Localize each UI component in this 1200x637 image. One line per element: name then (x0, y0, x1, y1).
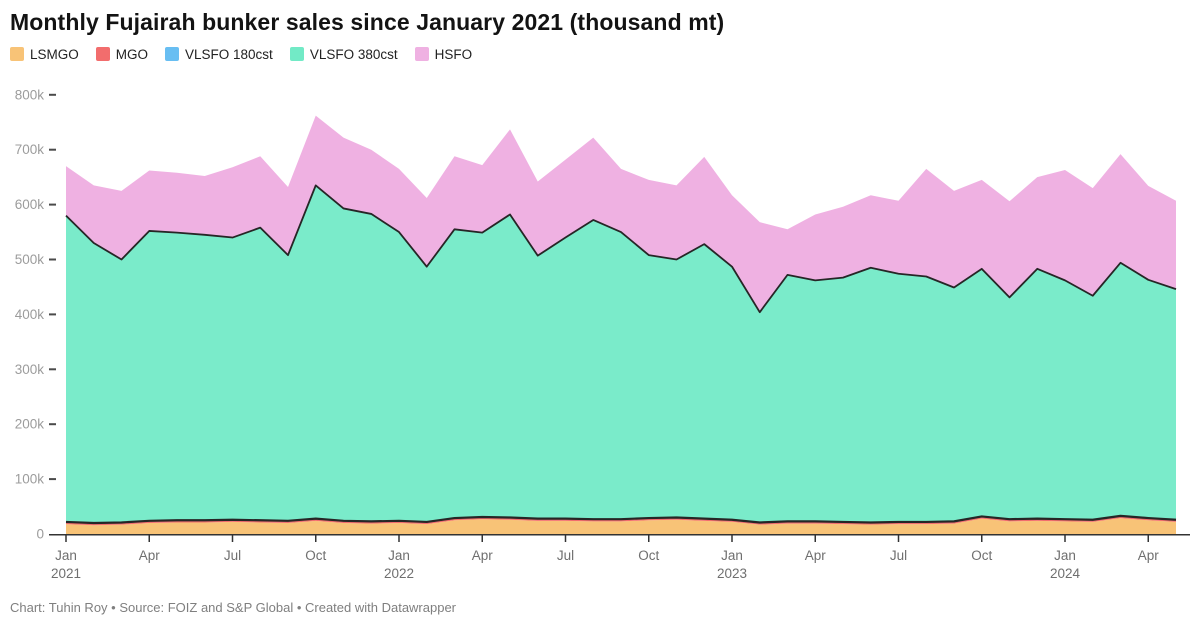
legend-swatch (95, 47, 110, 62)
x-axis-label-Apr: Apr (805, 548, 827, 563)
legend-label: VLSFO 380cst (309, 46, 398, 62)
x-axis-label-Jan-2024: Jan (1054, 548, 1076, 563)
x-axis-label-Oct: Oct (971, 548, 992, 563)
legend-label: VLSFO 180cst (185, 46, 273, 62)
x-axis-year-2021: 2021 (51, 566, 81, 581)
chart-legend: LSMGO MGO VLSFO 180cst VLSFO 380cst HSFO (10, 47, 1190, 62)
x-axis-label-Jul: Jul (557, 548, 574, 563)
x-axis-label-Jul: Jul (224, 548, 241, 563)
x-axis-label-Apr: Apr (139, 548, 161, 563)
legend-label: LSMGO (30, 46, 79, 62)
y-axis-label-500k: 500k (15, 252, 45, 267)
y-axis-label-700k: 700k (15, 142, 45, 157)
area-vlsfo-380cst (66, 185, 1176, 524)
x-axis-year-2024: 2024 (1050, 566, 1081, 581)
legend-swatch (414, 47, 429, 62)
area-hsfo (66, 115, 1176, 313)
area-lsmgo (66, 518, 1176, 534)
x-axis-label-Jan-2022: Jan (388, 548, 410, 563)
y-axis-label-200k: 200k (15, 417, 45, 432)
legend-item-lsmgo: LSMGO (10, 47, 79, 62)
x-axis-label-Jul: Jul (890, 548, 907, 563)
x-axis-label-Apr: Apr (472, 548, 494, 563)
legend-item-hsfo: HSFO (414, 46, 473, 62)
legend-swatch (165, 47, 180, 62)
x-axis-label-Jan-2023: Jan (721, 548, 743, 563)
stroke-top-vlsfo-380cst (65, 184, 1177, 314)
y-axis-label-800k: 800k (15, 87, 45, 102)
x-axis-label-Oct: Oct (305, 548, 326, 563)
chart-footer-byline: Chart: Tuhin Roy • Source: FOIZ and S&P … (10, 600, 457, 615)
stroke-top-vlsfo-180cst (65, 514, 1177, 525)
page-title: Monthly Fujairah bunker sales since Janu… (10, 9, 725, 35)
x-axis-label-Apr: Apr (1138, 548, 1160, 563)
y-axis-label-100k: 100k (15, 472, 45, 487)
x-axis-label-Jan-2021: Jan (55, 548, 77, 563)
legend-label: HSFO (434, 46, 473, 62)
y-axis-label-600k: 600k (15, 197, 45, 212)
chart-header: Monthly Fujairah bunker sales since Janu… (10, 8, 1190, 62)
x-axis-year-2022: 2022 (384, 566, 414, 581)
legend-label: MGO (115, 46, 149, 62)
legend-swatch (289, 47, 304, 62)
legend-swatch (10, 47, 24, 62)
y-axis-label-400k: 400k (15, 307, 45, 322)
y-axis-label-0: 0 (36, 527, 44, 542)
x-axis-year-2023: 2023 (717, 566, 747, 581)
legend-item-mgo: MGO (95, 46, 149, 62)
y-axis-label-300k: 300k (15, 362, 45, 377)
legend-item-vlsfo-380cst: VLSFO 380cst (289, 46, 398, 62)
x-axis-label-Oct: Oct (638, 548, 659, 563)
legend-item-vlsfo-180cst: VLSFO 180cst (165, 47, 273, 62)
